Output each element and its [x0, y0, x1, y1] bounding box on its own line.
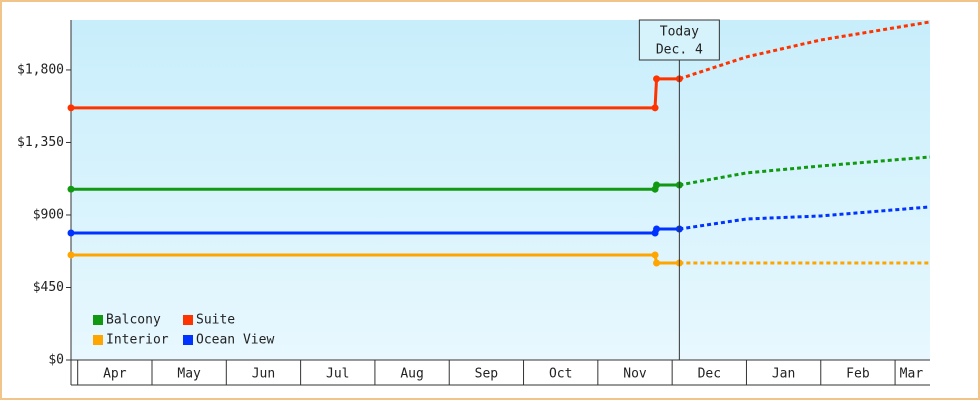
x-tick-label: Dec — [698, 367, 721, 382]
line-forecast — [678, 20, 931, 81]
line-actual — [71, 77, 680, 110]
point — [653, 259, 661, 267]
x-tick-label: May — [177, 367, 201, 382]
point — [653, 75, 661, 83]
line-forecast — [679, 155, 931, 187]
x-tick-label: Feb — [846, 367, 870, 382]
point — [67, 251, 75, 259]
legend-swatch — [93, 315, 103, 325]
x-tick-label: Sep — [475, 367, 499, 382]
x-tick-label: Nov — [623, 367, 647, 382]
line-forecast — [679, 205, 931, 231]
line-actual — [71, 253, 680, 265]
x-tick-label: Jul — [326, 367, 349, 382]
point — [67, 185, 75, 193]
legend-label: Balcony — [106, 313, 161, 328]
today-date: Dec. 4 — [656, 43, 703, 58]
point — [653, 181, 661, 189]
point — [653, 225, 661, 233]
x-tick-label: Oct — [549, 367, 572, 382]
x-tick-label: Mar — [900, 367, 924, 382]
point — [67, 104, 75, 112]
point — [67, 229, 75, 237]
legend-label: Interior — [106, 333, 169, 348]
y-tick-label: $450 — [33, 280, 64, 295]
today-box — [638, 19, 720, 61]
legend-label: Ocean View — [196, 333, 274, 348]
legend-swatch — [183, 335, 193, 345]
y-tick-label: $900 — [33, 207, 64, 222]
x-tick-label: Apr — [103, 367, 127, 382]
legend-swatch — [93, 335, 103, 345]
point — [651, 251, 659, 259]
x-tick-label: Aug — [400, 367, 423, 382]
x-tick-label: Jun — [252, 367, 275, 382]
y-tick-label: $0 — [48, 353, 64, 368]
y-tick-label: $1,800 — [17, 62, 64, 77]
point — [651, 104, 659, 112]
x-tick-label: Jan — [772, 367, 795, 382]
y-tick-label: $1,350 — [17, 135, 64, 150]
legend-label: Suite — [196, 313, 235, 328]
legend-swatch — [183, 315, 193, 325]
today-label: Today — [660, 25, 699, 40]
